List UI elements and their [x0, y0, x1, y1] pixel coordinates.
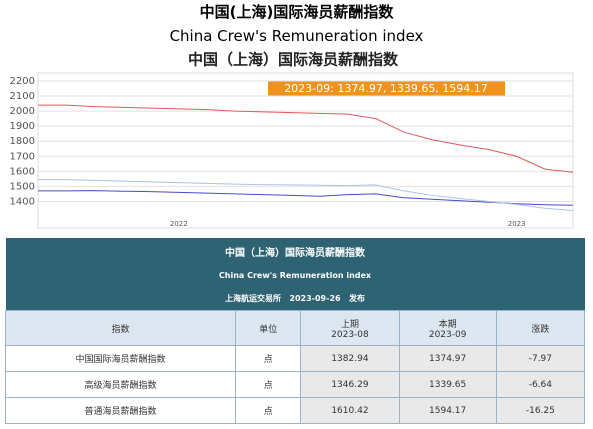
y-tick-label: 1900 [10, 121, 35, 132]
table-cell: 点 [235, 397, 302, 424]
column-header: 本期 [438, 319, 457, 330]
table-cell: -16.25 [495, 397, 586, 424]
table-cell: 点 [235, 371, 302, 398]
y-tick-label: 1800 [10, 136, 35, 147]
table-cell: 中国国际海员薪酬指数 [4, 345, 237, 372]
chart-title: 中国（上海）国际海员薪酬指数 [188, 51, 399, 69]
y-tick-label: 1700 [10, 151, 35, 162]
table-cell: 1382.94 [300, 345, 400, 372]
annotation-box [268, 81, 505, 96]
y-tick-label: 1500 [10, 181, 35, 192]
table-row: 普通海员薪酬指数点 1610.42 1594.17 -16.25 [4, 397, 586, 424]
y-tick-label: 2000 [10, 106, 35, 117]
y-tick-label: 2200 [10, 76, 35, 87]
y-tick-label: 1600 [10, 166, 35, 177]
column-header: 单位 [259, 324, 278, 335]
column-period: 2023-09 [428, 329, 467, 340]
table-cell: -6.64 [495, 371, 586, 398]
publish: 发布 [348, 293, 365, 303]
data-table: 中国（上海）国际海员薪酬指数 China Crew's Remuneration… [4, 238, 586, 424]
x-tick-label: 2022 [170, 220, 188, 228]
column-period: 2023-08 [331, 329, 369, 340]
series-line [38, 179, 574, 212]
annotation: 2023-09: 1374.97, 1339.65, 1594.17 [284, 82, 488, 95]
table-publisher: 上海航运交易所 2023-09-26 发布 [5, 286, 585, 311]
date: 2023-09-26 [289, 293, 341, 303]
column-header: 涨跌 [531, 324, 550, 335]
table-cell: 1594.17 [398, 397, 497, 424]
table-cell: 涨跌 [495, 310, 586, 346]
table-row: 中国国际海员薪酬指数点 1382.94 1374.97 -7.97 [4, 345, 586, 372]
table-cell: 1610.42 [300, 397, 400, 424]
x-tick-label: 2023 [508, 220, 526, 228]
table-cell: 1339.65 [398, 371, 497, 398]
column-header: 指数 [111, 324, 130, 335]
table-cell: -7.97 [495, 345, 586, 372]
table-cell: 高级海员薪酬指数 [4, 371, 237, 398]
y-tick-label: 2100 [10, 91, 35, 102]
series-line [38, 190, 574, 206]
table-cell: 单位 [235, 310, 302, 346]
table-cell: 普通海员薪酬指数 [4, 397, 237, 424]
table-cell: 上期 2023-08 [300, 310, 400, 346]
page-subtitle: China Crew's Remuneration index [169, 27, 424, 45]
publisher: 上海航运交易所 [225, 293, 282, 303]
column-header: 上期 [340, 319, 359, 330]
series-line [38, 104, 574, 173]
table-cell: 点 [235, 345, 302, 372]
plot-area [37, 72, 574, 229]
chart: 中国（上海）国际海员薪酬指数 2023-09: 1374.97, 1339.65… [10, 51, 574, 229]
table-title: 中国（上海）国际海员薪酬指数 [5, 238, 585, 264]
table-subtitle: China Crew's Remuneration index [5, 264, 585, 286]
table-cell: 1374.97 [398, 345, 497, 372]
table-row: 高级海员薪酬指数点 1346.29 1339.65 -6.64 [4, 371, 586, 398]
y-tick-label: 1400 [10, 196, 35, 207]
table-cell: 指数 [4, 310, 237, 346]
table-cell: 本期 2023-09 [398, 310, 497, 346]
page-title: 中国(上海)国际海员薪酬指数 [199, 3, 394, 21]
table-cell: 1346.29 [300, 371, 400, 398]
